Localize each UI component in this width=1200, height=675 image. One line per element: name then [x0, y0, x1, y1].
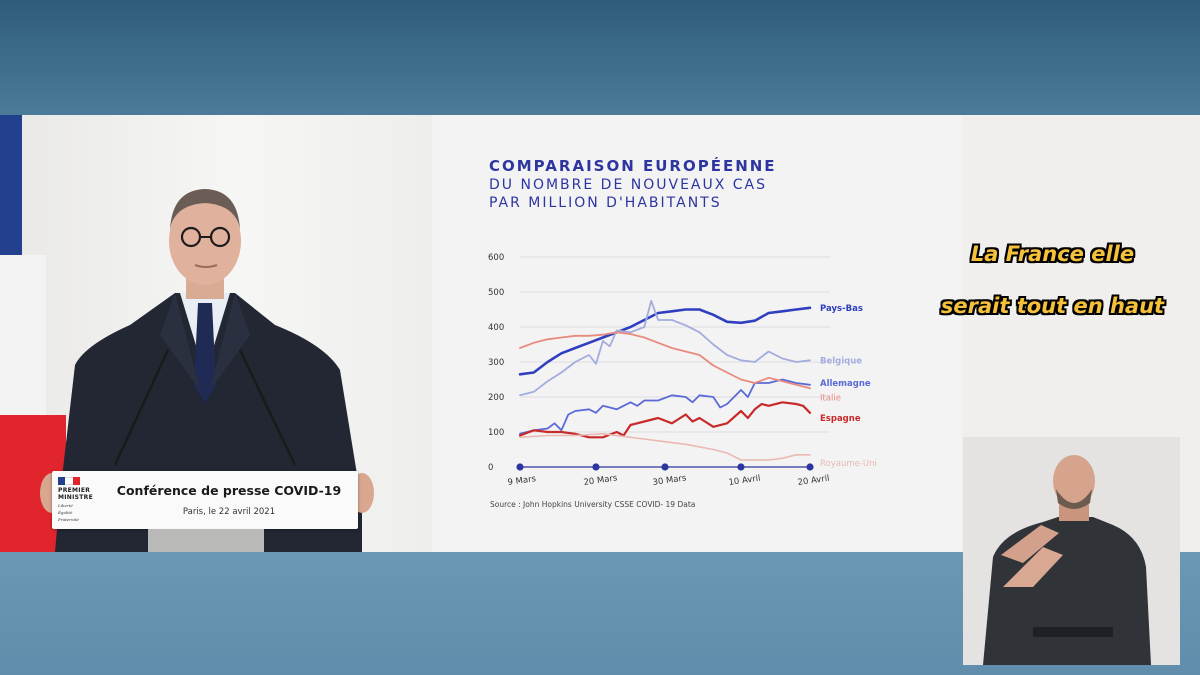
logo-flag-icon: [58, 477, 80, 485]
series-label-royaume-uni: Royaume-Uni: [820, 459, 877, 469]
podium-title: Conférence de presse COVID-19: [116, 483, 342, 498]
caption-line1: La France elle: [970, 242, 1135, 266]
series-label-pays-bas: Pays-Bas: [820, 304, 863, 314]
series-line-royaume-uni: [519, 433, 811, 461]
x-tick-dot: [737, 463, 745, 471]
x-tick-dot: [806, 463, 814, 471]
speaker-video-panel: PREMIER MINISTRE Liberté Égalité Fratern…: [0, 115, 430, 552]
series-line-belgique: [519, 299, 811, 397]
y-tick-label: 200: [488, 393, 504, 403]
x-tick-dot: [661, 463, 669, 471]
interpreter-figure: [963, 437, 1180, 665]
x-tick-label: 9 Mars: [507, 474, 537, 488]
x-tick-label: 10 Avril: [728, 474, 761, 488]
sign-language-interpreter-video: [963, 437, 1180, 665]
series-line-allemagne: [519, 378, 811, 435]
logo-text-line2: MINISTRE: [58, 494, 93, 501]
broadcast-stage: PREMIER MINISTRE Liberté Égalité Fratern…: [0, 115, 1200, 665]
series-label-belgique: Belgique: [820, 356, 862, 366]
republique-francaise-logo: PREMIER MINISTRE Liberté Égalité Fratern…: [58, 477, 100, 523]
series-line-pays-bas: [518, 306, 812, 376]
chart-slide: COMPARAISON EUROPÉENNE DU NOMBRE DE NOUV…: [432, 115, 962, 552]
podium-sign: PREMIER MINISTRE Liberté Égalité Fratern…: [52, 471, 358, 529]
y-tick-label: 400: [488, 323, 504, 333]
y-tick-label: 300: [488, 358, 504, 368]
french-flag-white: [0, 255, 46, 425]
y-tick-label: 500: [488, 288, 504, 298]
chart-source: Source : John Hopkins University CSSE CO…: [490, 500, 695, 509]
chart-title-line2: DU NOMBRE DE NOUVEAUX CAS: [489, 177, 768, 193]
x-tick-label: 20 Mars: [583, 473, 619, 488]
x-tick-label: 20 Avril: [797, 474, 830, 488]
y-tick-label: 100: [488, 428, 504, 438]
podium-stand: [148, 529, 264, 552]
logo-motto-3: Fraternité: [58, 517, 79, 522]
logo-motto-1: Liberté: [58, 503, 73, 508]
podium-subtitle: Paris, le 22 avril 2021: [182, 507, 276, 517]
logo-motto-2: Égalité: [58, 510, 73, 515]
series-label-allemagne: Allemagne: [820, 379, 871, 389]
series-line-italie: [519, 331, 811, 390]
chart-title: COMPARAISON EUROPÉENNE: [489, 157, 777, 175]
caption-line2: serait tout en haut: [940, 294, 1165, 318]
series-label-espagne: Espagne: [820, 414, 861, 424]
x-tick-dot: [516, 463, 524, 471]
logo-text-line1: PREMIER: [58, 487, 91, 494]
x-tick-dot: [592, 463, 600, 471]
y-tick-label: 0: [488, 463, 493, 473]
line-chart: 0 100 200 300 400 500 600 Pays-Bas Belgique Allem…: [488, 253, 877, 509]
top-background-band: [0, 0, 1200, 115]
x-tick-label: 30 Mars: [652, 473, 688, 488]
series-label-italie: Italie: [820, 393, 841, 403]
y-tick-label: 600: [488, 253, 504, 263]
chart-title-line3: PAR MILLION D'HABITANTS: [489, 195, 722, 211]
caption-subtitle: La France elle serait tout en haut: [905, 228, 1200, 332]
